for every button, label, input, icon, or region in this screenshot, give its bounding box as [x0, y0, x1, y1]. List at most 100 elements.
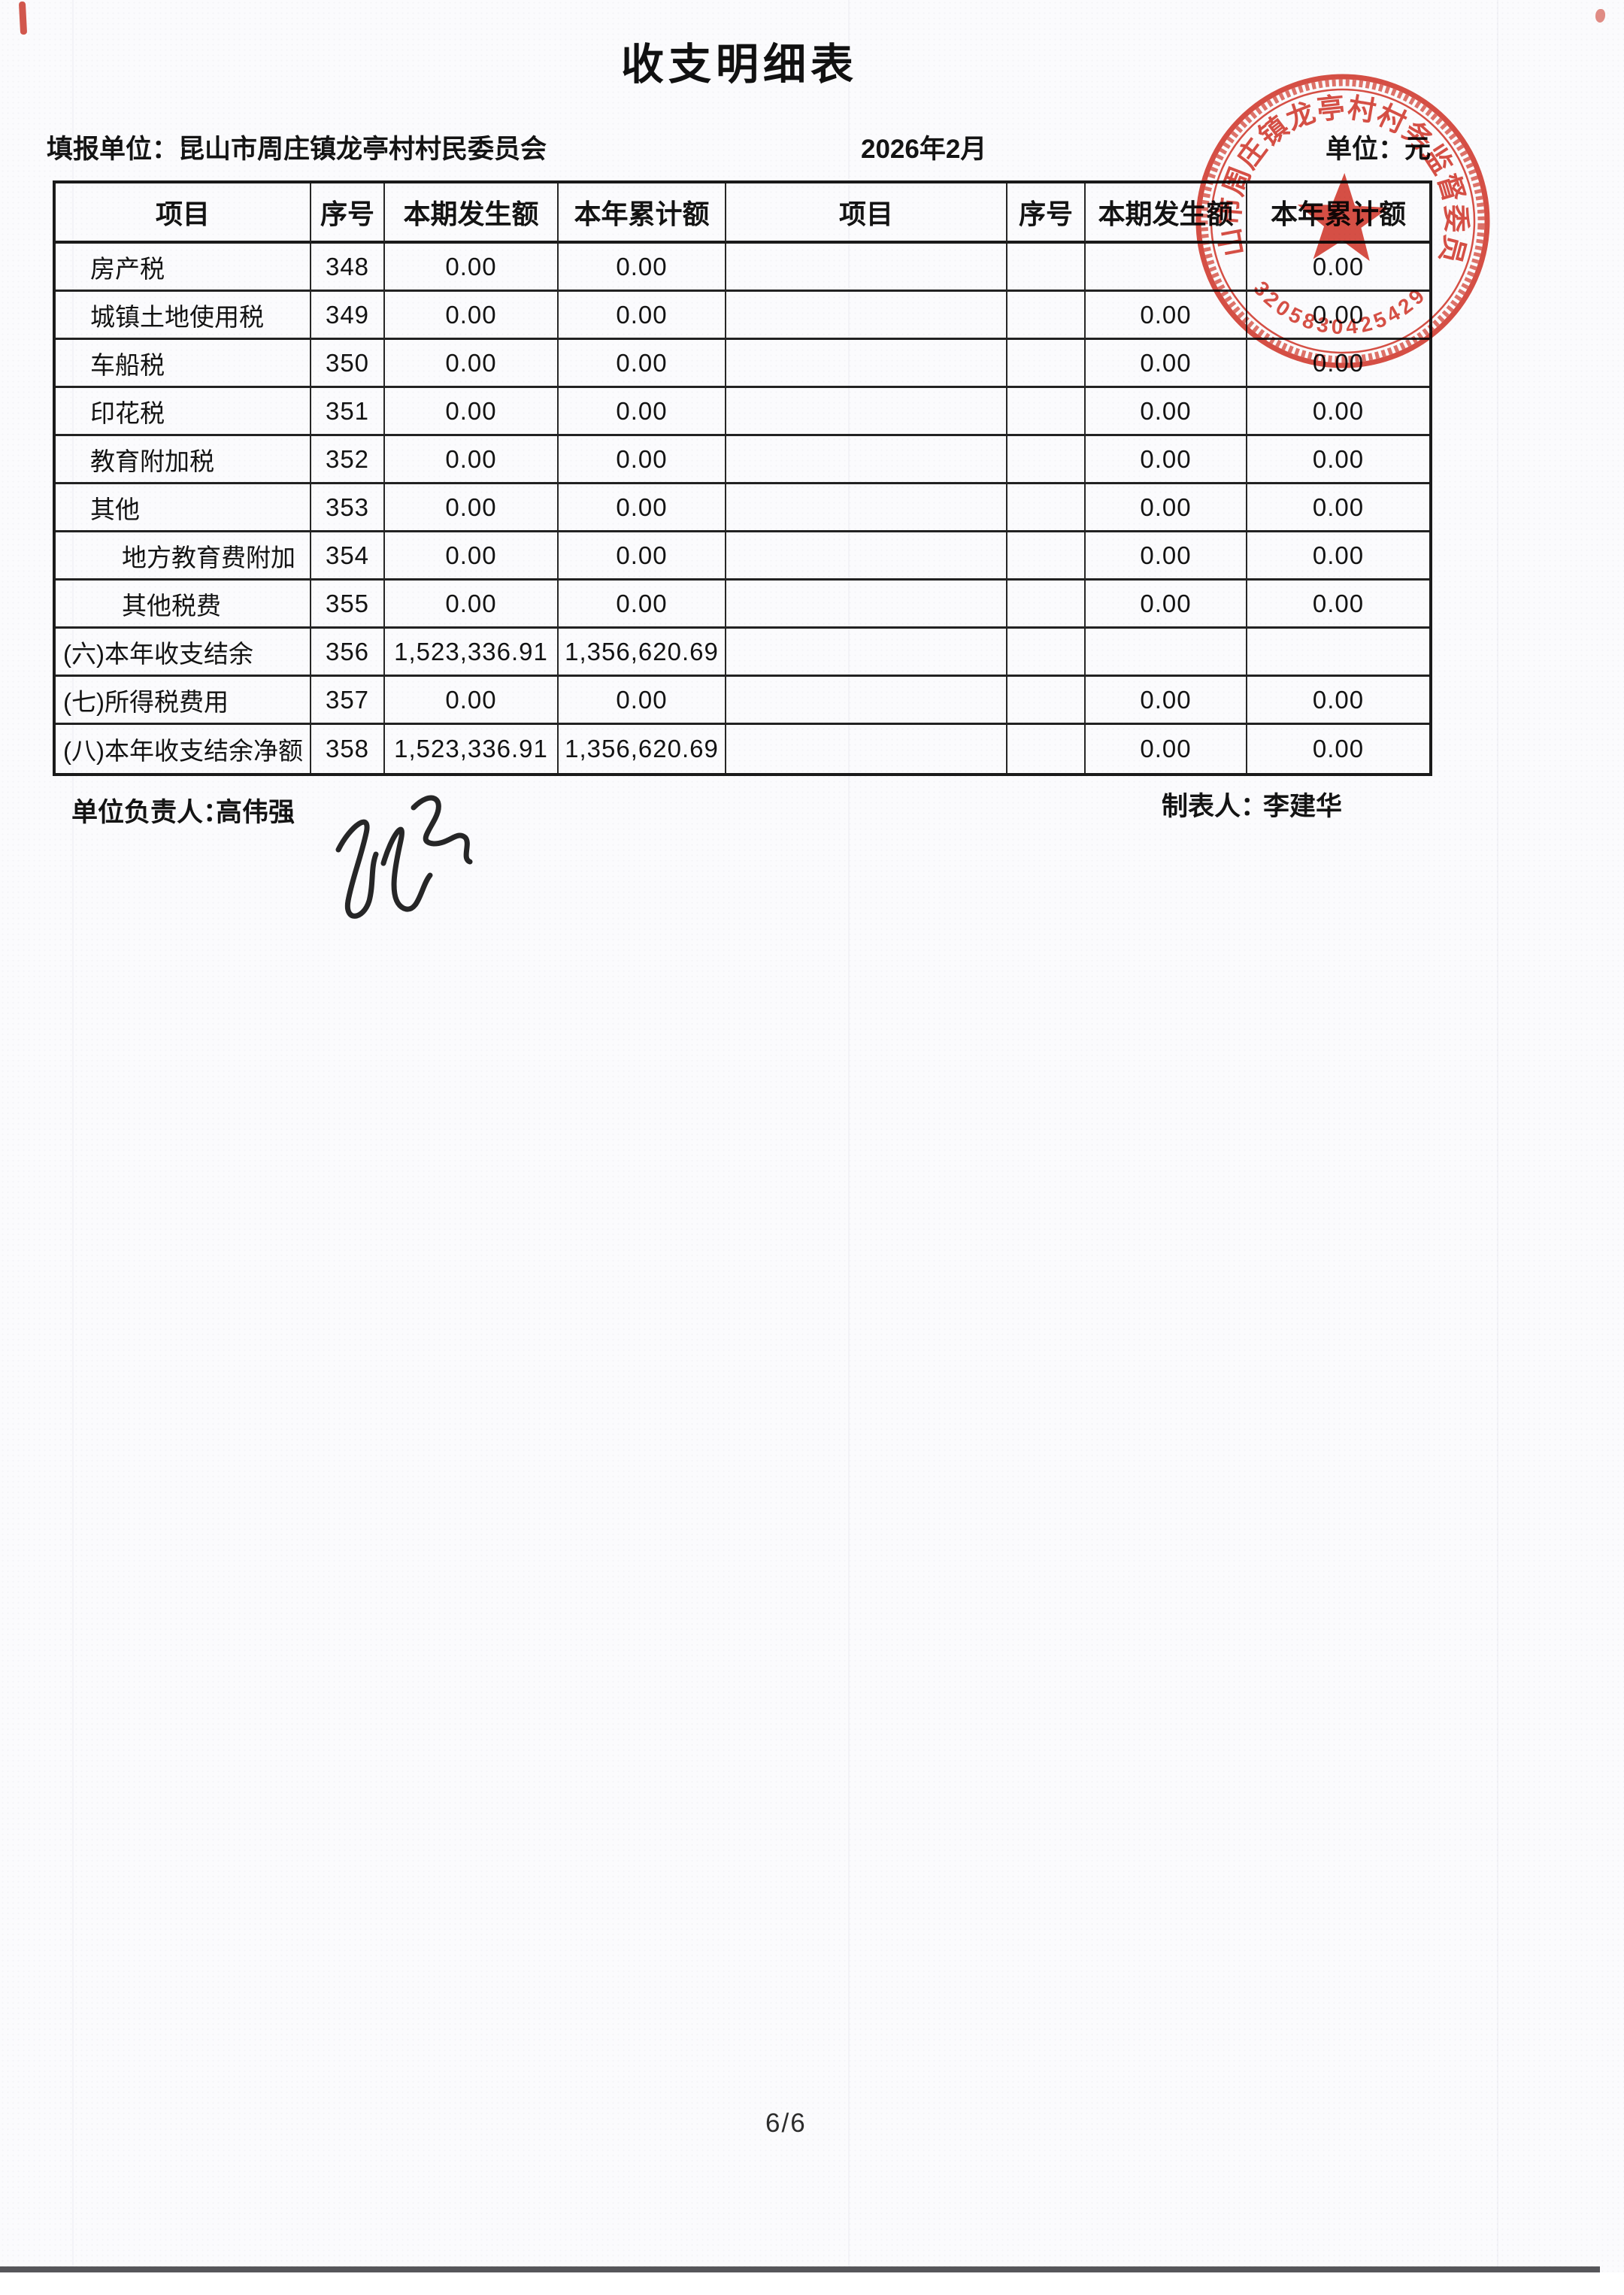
row-ytd-amount: 1,356,620.69 [559, 725, 726, 773]
seal-star-icon [1297, 173, 1389, 262]
row-current-amount-2 [1086, 629, 1247, 677]
row-ytd-amount: 0.00 [559, 581, 726, 629]
row-item-label-2 [726, 725, 1007, 773]
row-item-label: 教育附加税 [56, 436, 311, 484]
row-seq-2 [1007, 436, 1086, 484]
row-ytd-amount-2: 0.00 [1247, 532, 1429, 581]
row-item-label-2 [726, 436, 1007, 484]
row-current-amount: 1,523,336.91 [385, 725, 559, 773]
row-current-amount: 0.00 [385, 388, 559, 436]
row-current-amount-2: 0.00 [1086, 436, 1247, 484]
row-current-amount: 0.00 [385, 581, 559, 629]
row-seq-2 [1007, 388, 1086, 436]
preparer-label: 制表人： [1162, 792, 1268, 821]
row-item-label-2 [726, 340, 1007, 388]
row-ytd-amount: 0.00 [559, 244, 726, 292]
row-current-amount-2: 0.00 [1086, 581, 1247, 629]
column-header: 序号 [311, 183, 385, 244]
row-seq-2 [1007, 677, 1086, 725]
column-header: 序号 [1007, 183, 1086, 244]
row-seq: 357 [311, 677, 385, 725]
row-seq-2 [1007, 725, 1086, 773]
row-current-amount: 0.00 [385, 436, 559, 484]
row-current-amount-2: 0.00 [1086, 725, 1247, 773]
official-seal-stamp: 昆山市周庄镇龙亭村村务监督委员会 3205830425429 [1181, 59, 1490, 368]
row-seq: 356 [311, 629, 385, 677]
column-header: 本年累计额 [559, 183, 726, 244]
row-ytd-amount-2: 0.00 [1247, 436, 1429, 484]
row-current-amount-2: 0.00 [1086, 292, 1247, 340]
row-current-amount-2: 0.00 [1086, 677, 1247, 725]
row-ytd-amount: 0.00 [559, 292, 726, 340]
row-item-label: 其他 [56, 484, 311, 532]
row-item-label: 印花税 [56, 388, 311, 436]
row-ytd-amount: 0.00 [559, 436, 726, 484]
row-seq-2 [1007, 292, 1086, 340]
row-ytd-amount-2: 0.00 [1247, 244, 1429, 292]
row-ytd-amount: 0.00 [559, 484, 726, 532]
row-ytd-amount: 1,356,620.69 [559, 629, 726, 677]
row-item-label-2 [726, 581, 1007, 629]
row-current-amount-2: 0.00 [1086, 340, 1247, 388]
row-ytd-amount: 0.00 [559, 532, 726, 581]
scan-margin [0, 2272, 1624, 2295]
row-ytd-amount-2: 0.00 [1247, 581, 1429, 629]
report-period: 2026年2月 [861, 135, 987, 164]
column-header: 项目 [56, 183, 311, 244]
page-number: 6/6 [765, 2109, 807, 2138]
row-seq: 351 [311, 388, 385, 436]
red-ink-mark [18, 1, 28, 35]
row-seq: 355 [311, 581, 385, 629]
row-item-label: (八)本年收支结余净额 [56, 725, 311, 773]
row-ytd-amount-2: 0.00 [1312, 735, 1365, 762]
seal-number: 3205830425429 [1247, 276, 1432, 341]
row-current-amount: 0.00 [385, 244, 559, 292]
responsible-person-name: 高伟强 [216, 798, 295, 827]
row-ytd-amount-2: 0.00 [1247, 292, 1429, 340]
row-ytd-amount-2: 0.00 [1247, 388, 1429, 436]
row-item-label-2 [726, 388, 1007, 436]
row-item-label-2 [726, 532, 1007, 581]
signature-image [335, 795, 473, 919]
row-current-amount-2 [1086, 244, 1247, 292]
row-seq: 350 [311, 340, 385, 388]
seal-inner-ring [1210, 88, 1476, 354]
row-ytd-amount-2: 0.00 [1247, 677, 1429, 725]
row-ytd-amount: 0.00 [559, 388, 726, 436]
row-item-label-2 [726, 629, 1007, 677]
page-title: 收支明细表 [621, 41, 858, 89]
row-item-label: 地方教育费附加 [56, 532, 311, 581]
row-item-label: (六)本年收支结余 [56, 629, 311, 677]
row-current-amount-2: 0.00 [1086, 532, 1247, 581]
currency-unit-label: 单位：元 [1326, 135, 1432, 164]
report-unit-label: 填报单位： [47, 135, 179, 164]
scan-edge-line [0, 2266, 1600, 2272]
report-unit-line: 填报单位：昆山市周庄镇龙亭村村民委员会 [47, 128, 547, 166]
row-seq: 358 [311, 725, 385, 773]
row-ytd-amount: 0.00 [559, 677, 726, 725]
scan-streak [72, 0, 74, 2295]
row-ytd-amount-2: 0.00 [1247, 484, 1429, 532]
row-current-amount: 0.00 [385, 532, 559, 581]
column-header: 本期发生额 [385, 183, 559, 244]
row-current-amount-2: 0.00 [1086, 484, 1247, 532]
row-item-label-2 [726, 244, 1007, 292]
row-seq: 353 [311, 484, 385, 532]
row-ytd-amount-2 [1247, 629, 1429, 677]
row-seq-2 [1007, 532, 1086, 581]
row-item-label-2 [726, 677, 1007, 725]
row-item-label: 城镇土地使用税 [56, 292, 311, 340]
row-seq-2 [1007, 244, 1086, 292]
row-current-amount: 0.00 [385, 292, 559, 340]
row-seq-2 [1007, 629, 1086, 677]
row-item-label-2 [726, 484, 1007, 532]
row-seq: 354 [311, 532, 385, 581]
preparer-name: 李建华 [1263, 792, 1343, 821]
row-seq-2 [1007, 484, 1086, 532]
report-unit-value: 昆山市周庄镇龙亭村村民委员会 [178, 135, 547, 164]
row-item-label: 车船税 [56, 340, 311, 388]
row-seq: 348 [311, 244, 385, 292]
column-header: 项目 [726, 183, 1007, 244]
red-ink-speck [1595, 9, 1605, 23]
